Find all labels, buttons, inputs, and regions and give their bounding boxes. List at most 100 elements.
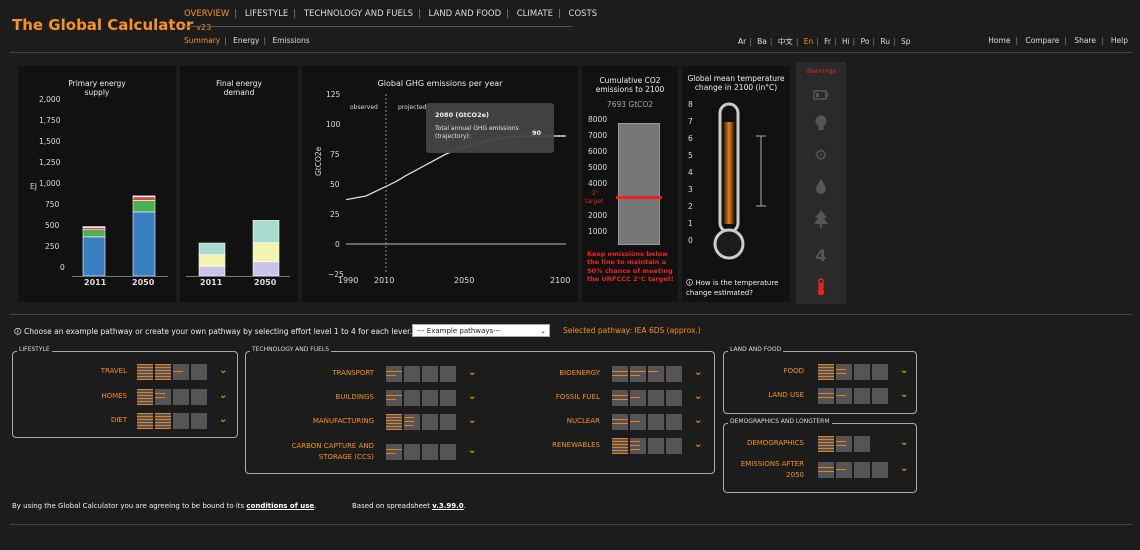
level-1[interactable] (386, 444, 402, 460)
lever-label[interactable]: DIET (110, 416, 127, 424)
level-3[interactable] (648, 366, 664, 382)
lever-label[interactable]: BIOENERGY (559, 369, 600, 377)
level-4[interactable] (666, 414, 682, 430)
thermometer-warning-icon[interactable] (796, 278, 846, 300)
level-4[interactable] (666, 438, 682, 454)
level-1[interactable] (612, 366, 628, 382)
level-3[interactable] (854, 436, 870, 452)
chevron-down-icon[interactable]: ⌄ (694, 391, 703, 402)
nav-land-food[interactable]: LAND AND FOOD (428, 9, 502, 19)
number-4-icon[interactable]: 4 (815, 246, 827, 265)
subnav-energy[interactable]: Energy (233, 36, 260, 45)
level-3[interactable] (422, 444, 438, 460)
level-1[interactable] (612, 414, 628, 430)
subnav-summary[interactable]: Summary (184, 36, 221, 45)
level-3[interactable] (648, 390, 664, 406)
tree-icon[interactable] (796, 210, 846, 232)
level-2[interactable] (155, 364, 171, 380)
lang-po[interactable]: Po (860, 37, 870, 46)
lever-label[interactable]: HOMES (101, 392, 127, 400)
chevron-down-icon[interactable]: ⌄ (468, 445, 477, 456)
level-3[interactable] (422, 390, 438, 406)
level-3[interactable] (422, 414, 438, 430)
nav-overview[interactable]: OVERVIEW (184, 9, 230, 19)
level-3[interactable] (648, 414, 664, 430)
chevron-down-icon[interactable]: ⌄ (900, 365, 909, 376)
lever-label[interactable]: FOOD (783, 367, 804, 375)
level-3[interactable] (173, 389, 189, 405)
level-2[interactable] (836, 462, 852, 478)
chevron-down-icon[interactable]: ⌄ (468, 415, 477, 426)
level-4[interactable] (440, 390, 456, 406)
lever-label[interactable]: NUCLEAR (566, 417, 600, 425)
example-pathway-select[interactable]: --- Example pathways--- ⌄ (412, 324, 550, 337)
lang-fr[interactable]: Fr (824, 37, 832, 46)
share-link[interactable]: Share (1074, 36, 1096, 45)
level-4[interactable] (440, 414, 456, 430)
level-4[interactable] (440, 444, 456, 460)
level-3[interactable] (173, 413, 189, 429)
nav-climate[interactable]: CLIMATE (516, 9, 553, 19)
bulb-icon[interactable] (796, 114, 846, 136)
level-1[interactable] (818, 388, 834, 404)
level-1[interactable] (386, 390, 402, 406)
level-1[interactable] (137, 364, 153, 380)
home-link[interactable]: Home (988, 36, 1011, 45)
lever-label[interactable]: TRANSPORT (332, 369, 374, 377)
drop-icon[interactable] (796, 178, 846, 198)
level-4[interactable] (872, 364, 888, 380)
level-2[interactable] (404, 366, 420, 382)
lever-label[interactable]: MANUFACTURING (312, 417, 374, 425)
level-1[interactable] (818, 436, 834, 452)
subnav-emissions[interactable]: Emissions (272, 36, 310, 45)
level-2[interactable] (155, 413, 171, 429)
level-2[interactable] (630, 414, 646, 430)
nav-costs[interactable]: COSTS (568, 9, 598, 19)
chevron-down-icon[interactable]: ⌄ (694, 367, 703, 378)
level-3[interactable] (854, 462, 870, 478)
level-1[interactable] (818, 462, 834, 478)
chevron-down-icon[interactable]: ⌄ (900, 389, 909, 400)
level-2[interactable] (836, 388, 852, 404)
level-4[interactable] (666, 366, 682, 382)
lang-zh[interactable]: 中文 (777, 37, 793, 46)
level-4[interactable] (440, 366, 456, 382)
help-link[interactable]: Help (1110, 36, 1128, 45)
level-1[interactable] (612, 390, 628, 406)
level-4[interactable] (872, 462, 888, 478)
lever-label[interactable]: CARBON CAPTURE AND STORAGE (CCS) (291, 442, 374, 461)
nav-lifestyle[interactable]: LIFESTYLE (244, 9, 289, 19)
app-logo[interactable]: The Global Calculator v23 (12, 16, 211, 34)
level-1[interactable] (137, 389, 153, 405)
lang-ba[interactable]: Ba (757, 37, 767, 46)
lang-en[interactable]: En (803, 37, 814, 46)
level-1[interactable] (137, 413, 153, 429)
chevron-down-icon[interactable]: ⌄ (694, 415, 703, 426)
level-4[interactable] (191, 364, 207, 380)
lever-label[interactable]: EMISSIONS AFTER 2050 (740, 460, 804, 479)
spreadsheet-link[interactable]: v.3.99.0 (432, 502, 464, 510)
temperature-help-link[interactable]: 🛈 How is the temperature change estimate… (686, 279, 779, 298)
battery-icon[interactable] (796, 86, 846, 104)
lever-label[interactable]: FOSSIL FUEL (555, 393, 600, 401)
level-4[interactable] (191, 389, 207, 405)
chevron-down-icon[interactable]: ⌄ (219, 365, 228, 376)
level-1[interactable] (818, 364, 834, 380)
level-4[interactable] (872, 388, 888, 404)
level-3[interactable] (854, 364, 870, 380)
level-3[interactable] (854, 388, 870, 404)
level-2[interactable] (155, 389, 171, 405)
nav-technology[interactable]: TECHNOLOGY AND FUELS (303, 9, 413, 19)
level-1[interactable] (386, 414, 402, 430)
level-2[interactable] (630, 438, 646, 454)
lever-label[interactable]: RENEWABLES (552, 441, 600, 449)
lever-label[interactable]: BUILDINGS (335, 393, 374, 401)
level-3[interactable] (422, 366, 438, 382)
level-2[interactable] (404, 414, 420, 430)
level-2[interactable] (836, 364, 852, 380)
level-2[interactable] (630, 366, 646, 382)
level-2[interactable] (836, 436, 852, 452)
chevron-down-icon[interactable]: ⌄ (694, 439, 703, 450)
level-1[interactable] (612, 438, 628, 454)
level-4[interactable] (191, 413, 207, 429)
